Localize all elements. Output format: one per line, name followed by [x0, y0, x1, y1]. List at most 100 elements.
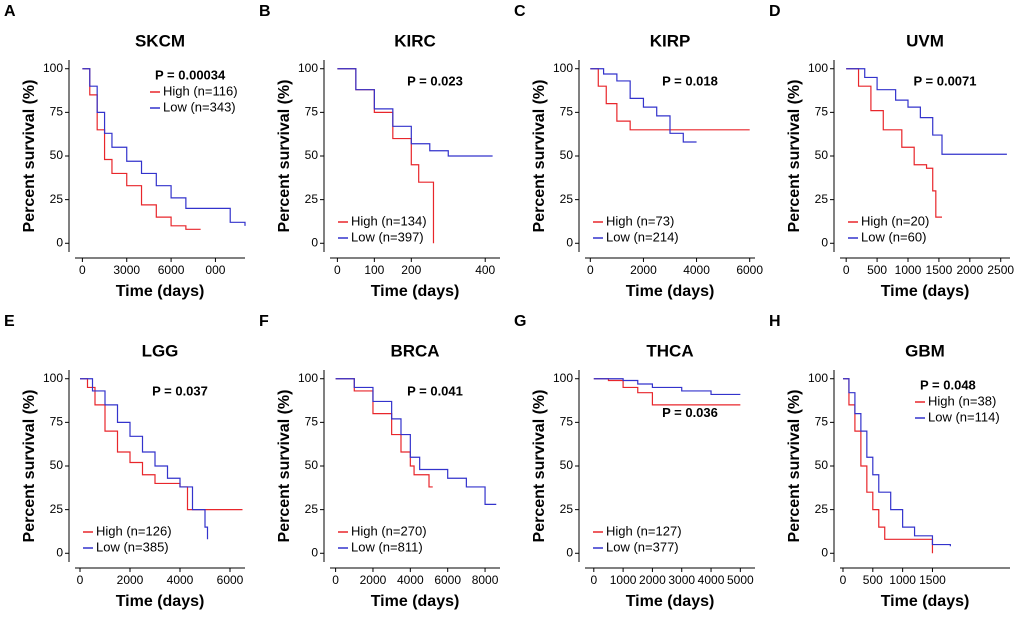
y-tick-label: 50 [560, 148, 574, 162]
survival-curve [337, 68, 493, 157]
x-tick-label: 4000 [698, 573, 725, 587]
legend-label: High (n=73) [606, 213, 674, 228]
survival-curve [335, 378, 433, 488]
survival-curve [80, 378, 209, 540]
p-value: P = 0.023 [407, 73, 463, 88]
x-axis-label: Time (days) [881, 283, 970, 300]
x-tick-label: 0 [840, 573, 847, 587]
panel-letter: D [769, 3, 781, 20]
panel-letter: E [4, 313, 15, 330]
y-axis-label: Percent survival (%) [276, 390, 293, 543]
y-tick-label: 0 [56, 235, 63, 249]
x-tick-label: 100 [364, 263, 384, 277]
panel-title: SKCM [135, 31, 185, 50]
legend-label: High (n=38) [928, 393, 996, 408]
legend-label: Low (n=385) [96, 539, 169, 554]
x-tick-label: 2000 [360, 573, 387, 587]
x-tick-label: 0 [587, 263, 594, 277]
x-tick-label: 8000 [472, 573, 499, 587]
y-tick-label: 0 [821, 235, 828, 249]
survival-curve [590, 68, 750, 131]
panel-letter: F [259, 313, 269, 330]
x-tick-label: 1000 [895, 263, 922, 277]
x-axis-label: Time (days) [626, 593, 715, 610]
panel-title: GBM [905, 341, 945, 360]
x-tick-label: 0 [334, 263, 341, 277]
panel-letter: C [514, 3, 526, 20]
y-tick-label: 25 [50, 502, 64, 516]
legend-label: High (n=270) [351, 523, 427, 538]
x-axis-label: Time (days) [116, 593, 205, 610]
panel-letter: B [259, 3, 271, 20]
y-tick-label: 50 [50, 458, 64, 472]
x-tick-label: 6000 [736, 263, 763, 277]
x-axis-label: Time (days) [371, 283, 460, 300]
y-tick-label: 75 [560, 415, 574, 429]
y-axis-label: Percent survival (%) [21, 80, 38, 233]
legend-label: High (n=134) [351, 213, 427, 228]
y-axis-label: Percent survival (%) [531, 80, 548, 233]
legend-label: High (n=116) [163, 83, 238, 98]
x-tick-label: 000 [205, 263, 225, 277]
y-axis-label: Percent survival (%) [786, 390, 803, 543]
panel-letter: A [4, 3, 16, 20]
legend-label: Low (n=397) [351, 229, 424, 244]
p-value: P = 0.041 [407, 383, 463, 398]
survival-curve [842, 378, 934, 554]
x-tick-label: 1000 [889, 573, 916, 587]
y-tick-label: 25 [815, 502, 829, 516]
y-tick-label: 75 [50, 415, 64, 429]
legend-label: Low (n=377) [606, 539, 679, 554]
legend-label: Low (n=214) [606, 229, 679, 244]
x-tick-label: 0 [77, 573, 84, 587]
legend-label: Low (n=343) [163, 99, 236, 114]
legend-label: Low (n=811) [351, 539, 423, 554]
y-tick-label: 75 [305, 105, 319, 119]
legend-label: High (n=20) [861, 213, 929, 228]
y-tick-label: 75 [815, 105, 829, 119]
legend-label: High (n=127) [606, 523, 682, 538]
x-tick-label: 400 [475, 263, 495, 277]
survival-curve [335, 378, 497, 505]
x-tick-label: 3000 [113, 263, 140, 277]
y-tick-label: 0 [56, 545, 63, 559]
y-tick-label: 25 [50, 192, 64, 206]
y-axis-label: Percent survival (%) [786, 80, 803, 233]
survival-curve [846, 68, 1007, 155]
p-value: P = 0.048 [920, 377, 976, 392]
p-value: P = 0.00034 [155, 67, 226, 82]
x-tick-label: 2000 [630, 263, 657, 277]
y-tick-label: 75 [50, 105, 64, 119]
x-tick-label: 0 [590, 573, 597, 587]
panel-title: KIRC [394, 31, 436, 50]
y-tick-label: 50 [815, 458, 829, 472]
y-tick-label: 50 [305, 458, 319, 472]
legend-label: Low (n=114) [928, 409, 1000, 424]
x-axis-label: Time (days) [371, 593, 460, 610]
x-axis-label: Time (days) [116, 283, 205, 300]
x-tick-label: 500 [863, 573, 883, 587]
survival-curve [846, 68, 942, 218]
x-tick-label: 2000 [117, 573, 144, 587]
p-value: P = 0.037 [152, 383, 208, 398]
x-tick-label: 0 [332, 573, 339, 587]
y-tick-label: 100 [808, 371, 828, 385]
y-tick-label: 0 [311, 235, 318, 249]
survival-curve [82, 68, 246, 226]
x-tick-label: 4000 [167, 573, 194, 587]
x-tick-label: 0 [843, 263, 850, 277]
survival-curve [593, 378, 741, 406]
y-tick-label: 50 [560, 458, 574, 472]
survival-curve [842, 378, 951, 547]
x-axis-label: Time (days) [626, 283, 715, 300]
y-tick-label: 75 [560, 105, 574, 119]
x-tick-label: 4000 [397, 573, 424, 587]
y-axis-label: Percent survival (%) [21, 390, 38, 543]
y-tick-label: 100 [553, 371, 573, 385]
legend-label: High (n=126) [96, 523, 172, 538]
p-value: P = 0.0071 [913, 73, 976, 88]
y-tick-label: 75 [305, 415, 319, 429]
x-tick-label: 1000 [610, 573, 637, 587]
x-tick-label: 3000 [668, 573, 695, 587]
